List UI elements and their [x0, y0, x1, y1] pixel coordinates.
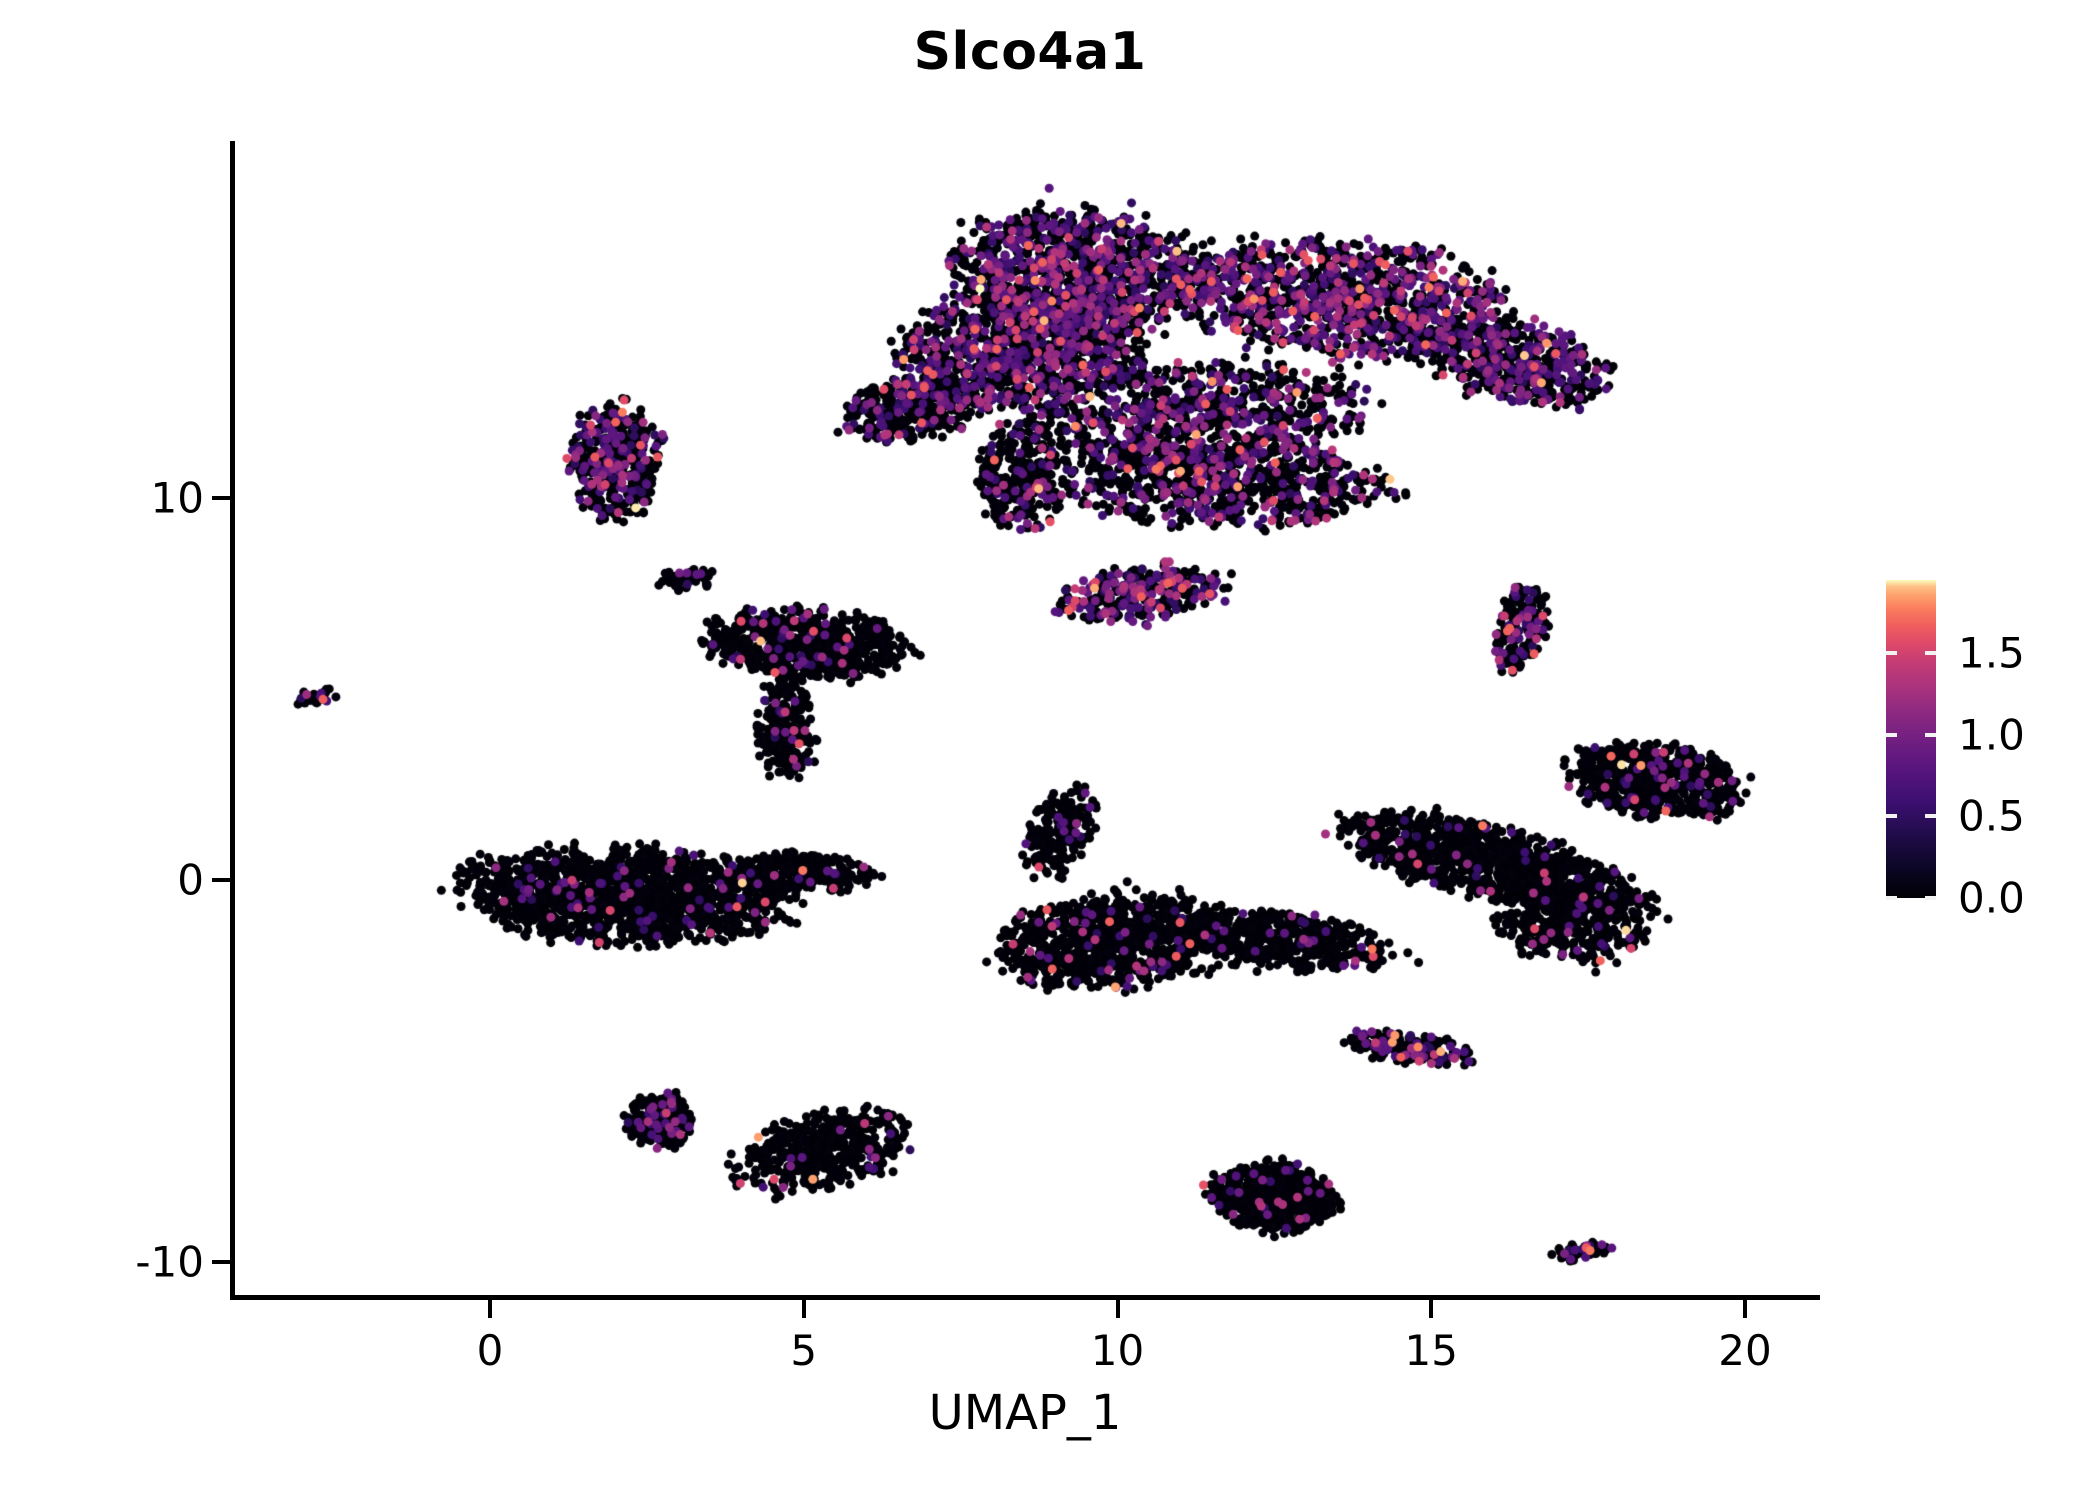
x-tick-label: 15 [1404, 1326, 1458, 1375]
y-tick-mark [212, 878, 230, 882]
x-tick-mark [801, 1300, 806, 1318]
y-axis-spine [230, 141, 235, 1300]
colorbar-tick-mark [1886, 896, 1897, 900]
colorbar-tick-mark [1925, 814, 1936, 819]
colorbar-tick-label: 1.5 [1958, 628, 2025, 678]
x-axis-spine [230, 1295, 1820, 1300]
colorbar-tick-label: 0.5 [1958, 791, 2025, 841]
y-tick-label: 10 [150, 473, 204, 523]
x-tick-mark [1115, 1300, 1120, 1318]
x-tick-mark [488, 1300, 492, 1318]
colorbar-tick-label: 1.0 [1958, 710, 2025, 760]
x-tick-mark [1743, 1300, 1747, 1318]
x-tick-label: 0 [476, 1326, 504, 1375]
colorbar-tick-mark [1886, 732, 1897, 737]
colorbar-tick-mark [1925, 896, 1936, 900]
colorbar-tick-mark [1886, 651, 1897, 656]
y-tick-mark [212, 1260, 230, 1264]
x-tick-label: 10 [1090, 1326, 1145, 1375]
colorbar-tick-mark [1925, 651, 1936, 656]
x-tick-label: 5 [790, 1326, 818, 1375]
x-tick-mark [1429, 1300, 1434, 1318]
colorbar-gradient [1886, 580, 1936, 898]
plot-axes: -10 0 10 0 5 10 15 20 [135, 141, 1820, 1375]
x-tick-label: 20 [1718, 1326, 1772, 1375]
x-axis-label: UMAP_1 [928, 1385, 1122, 1441]
colorbar-tick-mark [1925, 732, 1936, 737]
colorbar-tick-mark [1886, 814, 1897, 819]
y-tick-label: 0 [177, 855, 204, 905]
y-tick-label: -10 [135, 1237, 204, 1287]
colorbar-tick-label: 0.0 [1958, 873, 2025, 923]
scatter-plot-canvas [230, 141, 1820, 1300]
y-tick-mark [212, 496, 230, 500]
page-title: Slco4a1 [913, 22, 1147, 82]
